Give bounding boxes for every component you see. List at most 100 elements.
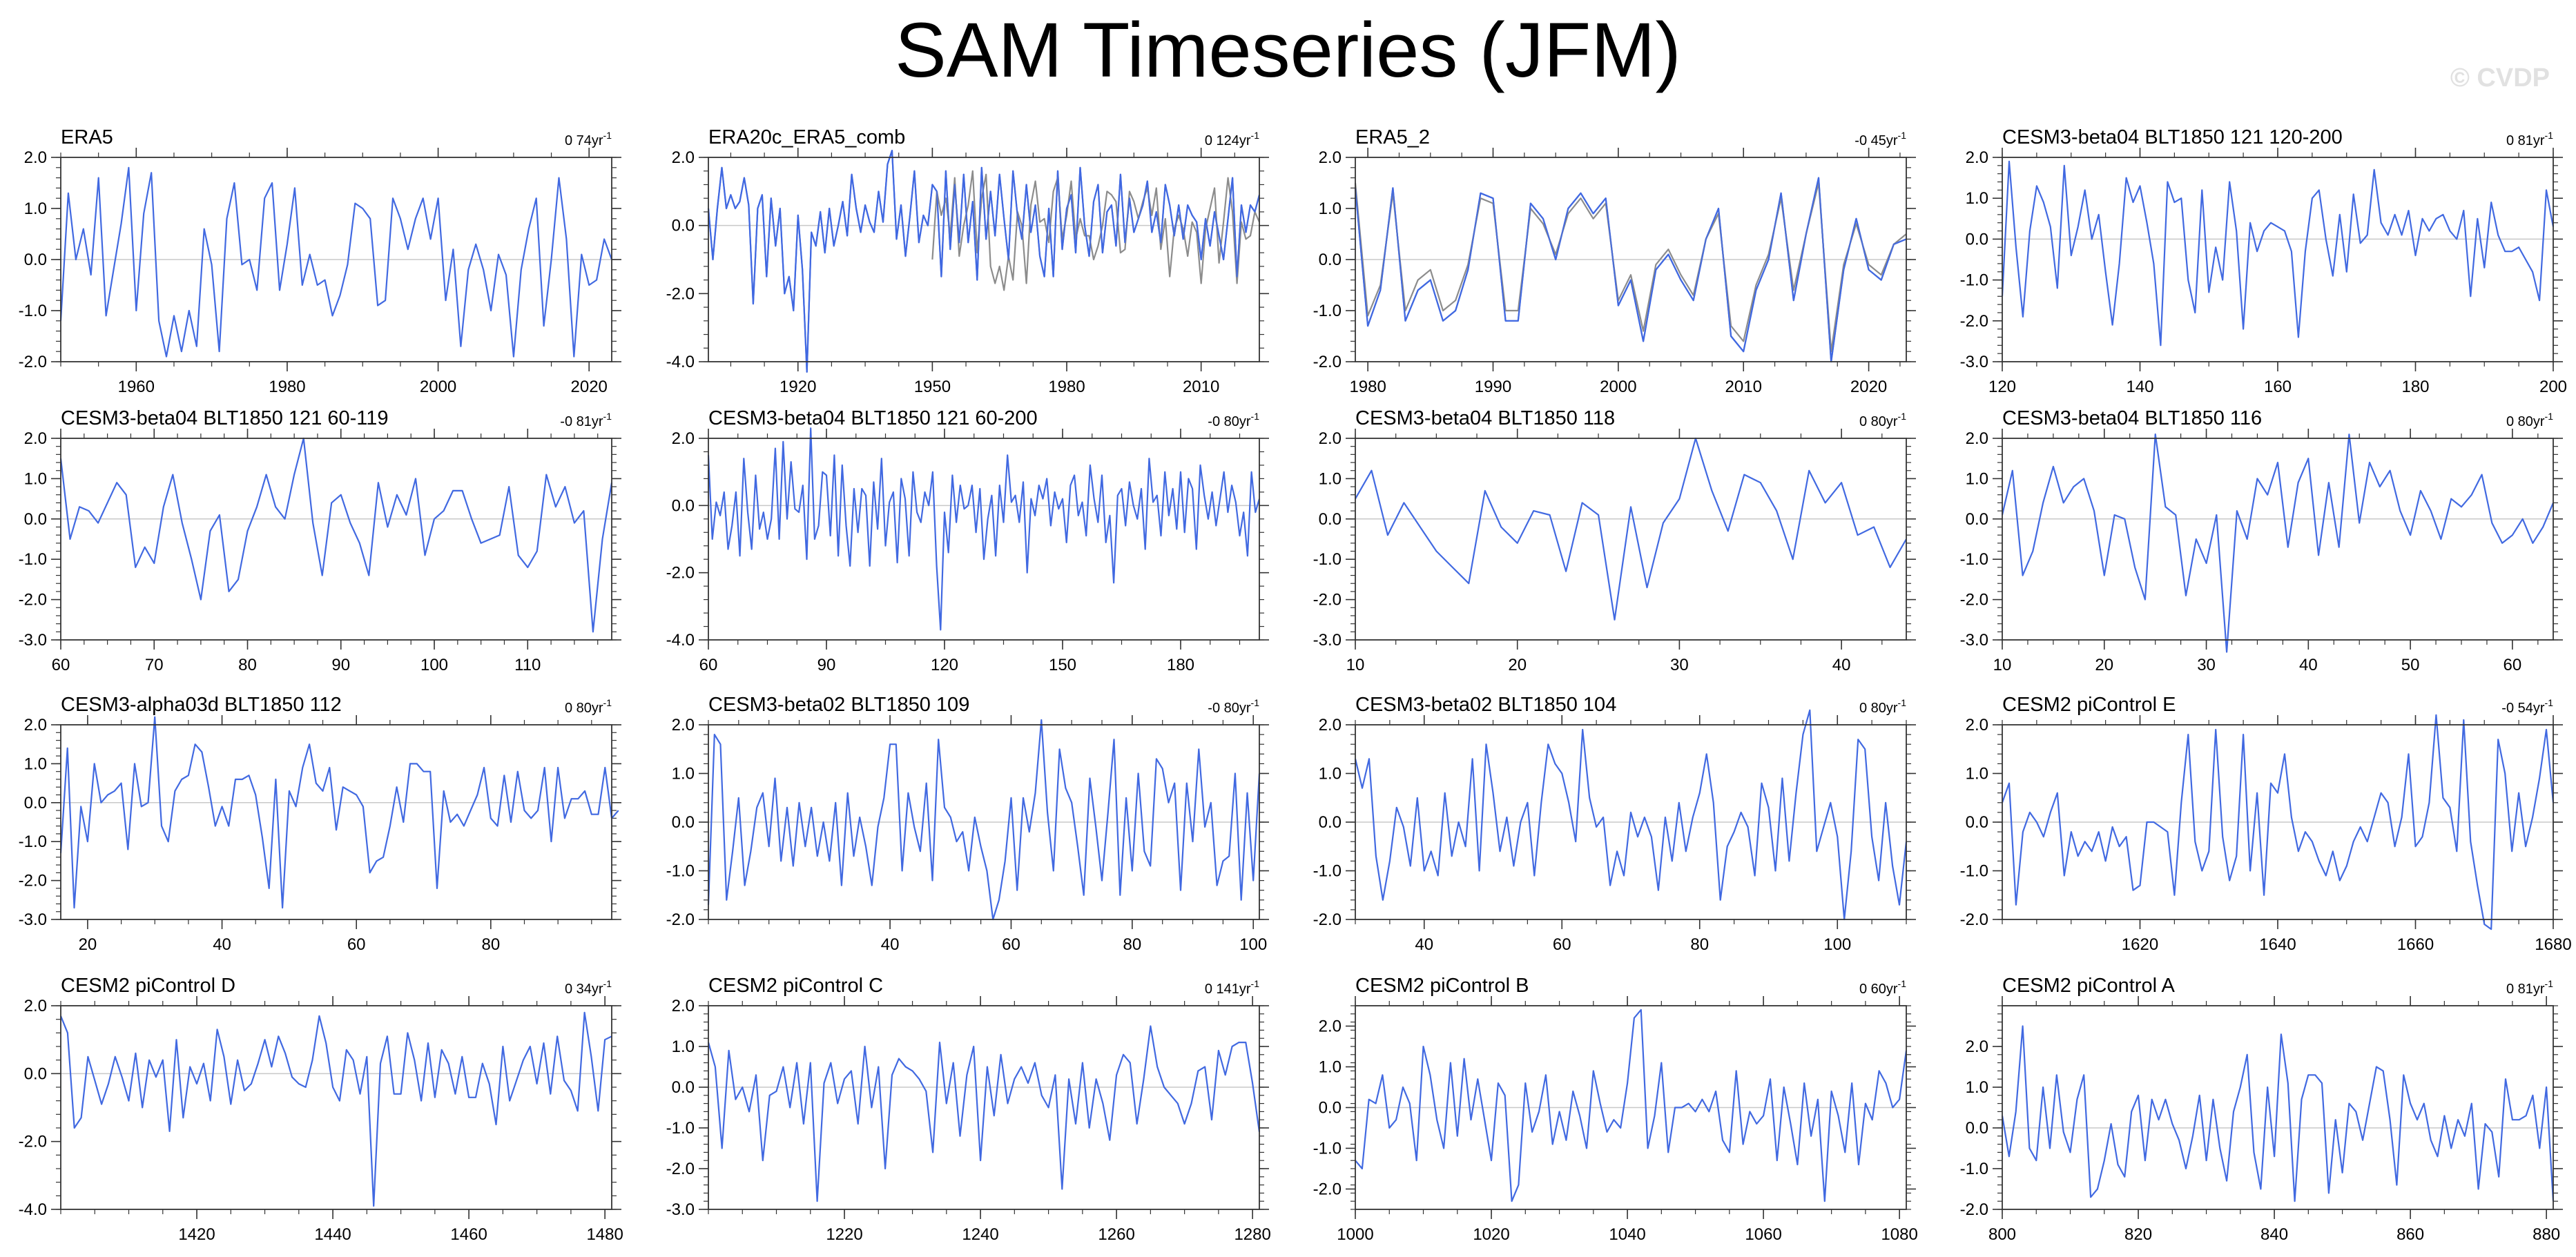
x-tick-label: 1960 <box>118 378 155 396</box>
x-tick-label: 1620 <box>2122 935 2158 954</box>
y-tick-label: 0.0 <box>24 510 47 529</box>
y-tick-label: 2.0 <box>672 429 695 448</box>
y-tick-label: -2.0 <box>1313 591 1342 610</box>
x-tick-label: 60 <box>699 656 718 674</box>
plot-panel: -2.0 -1.0 0.0 1.0 2.0 40 60 80 100 CESM3-beta02 B… <box>666 694 1269 954</box>
y-tick-label: 0.0 <box>672 496 695 515</box>
x-tick-label: 1020 <box>1473 1225 1509 1244</box>
panel-title: ERA5_2 <box>1355 126 1430 148</box>
x-tick-label: 1950 <box>914 378 951 396</box>
y-tick-label: -2.0 <box>666 1160 695 1178</box>
panel-title: CESM3-beta04 BLT1850 121 60-119 <box>61 407 389 429</box>
y-tick-label: -2.0 <box>666 284 695 303</box>
plot-frame <box>2002 724 2554 920</box>
series-line <box>1355 1008 1908 1202</box>
y-tick-label: -3.0 <box>1313 631 1342 650</box>
panel-title: ERA5 <box>61 126 113 148</box>
x-tick-label: 110 <box>514 656 541 674</box>
x-tick-label: 1060 <box>1745 1225 1781 1244</box>
y-tick-label: -1.0 <box>1960 271 1988 290</box>
y-tick-label: 1.0 <box>1966 765 1988 783</box>
y-tick-label: 1.0 <box>672 765 695 783</box>
trend-unit-superscript: -1 <box>1898 130 1907 141</box>
x-tick-label: 180 <box>1167 656 1194 674</box>
y-tick-label: 2.0 <box>1966 429 1988 448</box>
y-tick-label: 0.0 <box>672 217 695 235</box>
series-line <box>59 716 619 909</box>
x-tick-label: 1990 <box>1475 378 1511 396</box>
x-tick-label: 840 <box>2260 1225 2288 1244</box>
y-tick-label: -2.0 <box>1960 1200 1988 1219</box>
plot-panel: -2.0 -1.0 0.0 1.0 2.0 1620 1640 1660 1680 CESM2 p… <box>1960 694 2572 954</box>
x-tick-label: 40 <box>1832 656 1851 674</box>
plot-frame <box>1355 438 1907 641</box>
panel-title: CESM2 piControl B <box>1355 975 1529 997</box>
x-tick-label: 1920 <box>779 378 816 396</box>
series-line <box>59 166 613 358</box>
series-line <box>2001 160 2555 347</box>
y-tick-label: 2.0 <box>672 716 695 734</box>
panel-title: CESM3-beta04 BLT1850 116 <box>2002 407 2262 429</box>
x-tick-label: 80 <box>238 656 257 674</box>
series-line <box>707 1025 1261 1202</box>
trend-label: 0 81yr-1 <box>2506 978 2553 997</box>
trend-label: 0 34yr-1 <box>565 978 612 997</box>
panel-title: ERA20c_ERA5_comb <box>708 126 905 148</box>
y-tick-label: -1.0 <box>1960 1160 1988 1178</box>
x-tick-label: 50 <box>2401 656 2420 674</box>
y-tick-label: 0.0 <box>672 1078 695 1097</box>
x-tick-label: 120 <box>1988 378 2016 396</box>
x-tick-label: 180 <box>2401 378 2429 396</box>
panel-title: CESM3-alpha03d BLT1850 112 <box>61 694 342 716</box>
series-line <box>1355 437 1907 621</box>
x-tick-label: 1220 <box>826 1225 862 1244</box>
y-tick-label: -1.0 <box>19 550 47 569</box>
plot-frame <box>1355 1005 1907 1210</box>
x-tick-label: 140 <box>2126 378 2153 396</box>
x-tick-label: 1660 <box>2397 935 2434 954</box>
x-tick-label: 70 <box>145 656 164 674</box>
trend-unit-superscript: -1 <box>2545 697 2554 708</box>
y-tick-label: -3.0 <box>1960 631 1988 650</box>
y-tick-label: 2.0 <box>672 148 695 167</box>
panel-title: CESM3-beta04 BLT1850 121 60-200 <box>708 407 1038 429</box>
y-tick-label: 1.0 <box>1966 189 1988 208</box>
y-tick-label: -1.0 <box>666 1119 695 1138</box>
x-tick-label: 1980 <box>1349 378 1386 396</box>
y-tick-label: -1.0 <box>1960 862 1988 881</box>
plot-panel: -4.0 -2.0 0.0 2.0 1920 1950 1980 2010 ERA20c_ERA… <box>666 126 1269 396</box>
x-tick-label: 2000 <box>1600 378 1636 396</box>
series-line <box>59 1011 612 1207</box>
y-tick-label: 0.0 <box>1319 251 1342 269</box>
y-tick-label: -2.0 <box>19 1133 47 1151</box>
series-line <box>59 437 613 633</box>
x-tick-label: 30 <box>2197 656 2216 674</box>
trend-label: -0 54yr-1 <box>2501 697 2553 716</box>
x-tick-label: 60 <box>2504 656 2522 674</box>
y-tick-label: 0.0 <box>672 813 695 832</box>
y-tick-label: -1.0 <box>1313 550 1342 569</box>
series-line <box>1354 709 1908 921</box>
plot-panel: -2.0 -1.0 0.0 1.0 2.0 40 60 80 100 CESM3-beta02 B… <box>1313 694 1916 954</box>
x-tick-label: 820 <box>2124 1225 2152 1244</box>
series-line <box>2001 1025 2555 1202</box>
trend-unit-superscript: -1 <box>1251 697 1260 708</box>
plot-frame <box>708 157 1260 362</box>
y-tick-label: -1.0 <box>19 832 47 851</box>
series-line <box>931 170 1261 291</box>
plot-panel: -3.0 -2.0 -1.0 0.0 1.0 2.0 1220 1240 1260 1280 CES… <box>666 975 1271 1244</box>
y-tick-label: -2.0 <box>1960 591 1988 610</box>
x-tick-label: 30 <box>1670 656 1689 674</box>
series-line-overlay <box>707 150 1261 373</box>
trend-label: 0 60yr-1 <box>1859 978 1906 997</box>
plot-frame <box>1355 157 1907 362</box>
trend-label: -0 80yr-1 <box>1208 697 1259 716</box>
plot-frame <box>2002 157 2554 362</box>
x-tick-label: 40 <box>2299 656 2318 674</box>
x-tick-label: 2000 <box>420 378 456 396</box>
x-tick-label: 880 <box>2533 1225 2560 1244</box>
series-line <box>707 427 1261 631</box>
plot-panel: -3.0 -2.0 -1.0 0.0 1.0 2.0 60 70 80 90 100 110 CESM3… <box>19 407 621 674</box>
plot-panel: -2.0 -1.0 0.0 1.0 2.0 1960 1980 2000 2020 ERA5 0 7… <box>19 126 621 396</box>
panel-title: CESM2 piControl D <box>61 975 235 997</box>
